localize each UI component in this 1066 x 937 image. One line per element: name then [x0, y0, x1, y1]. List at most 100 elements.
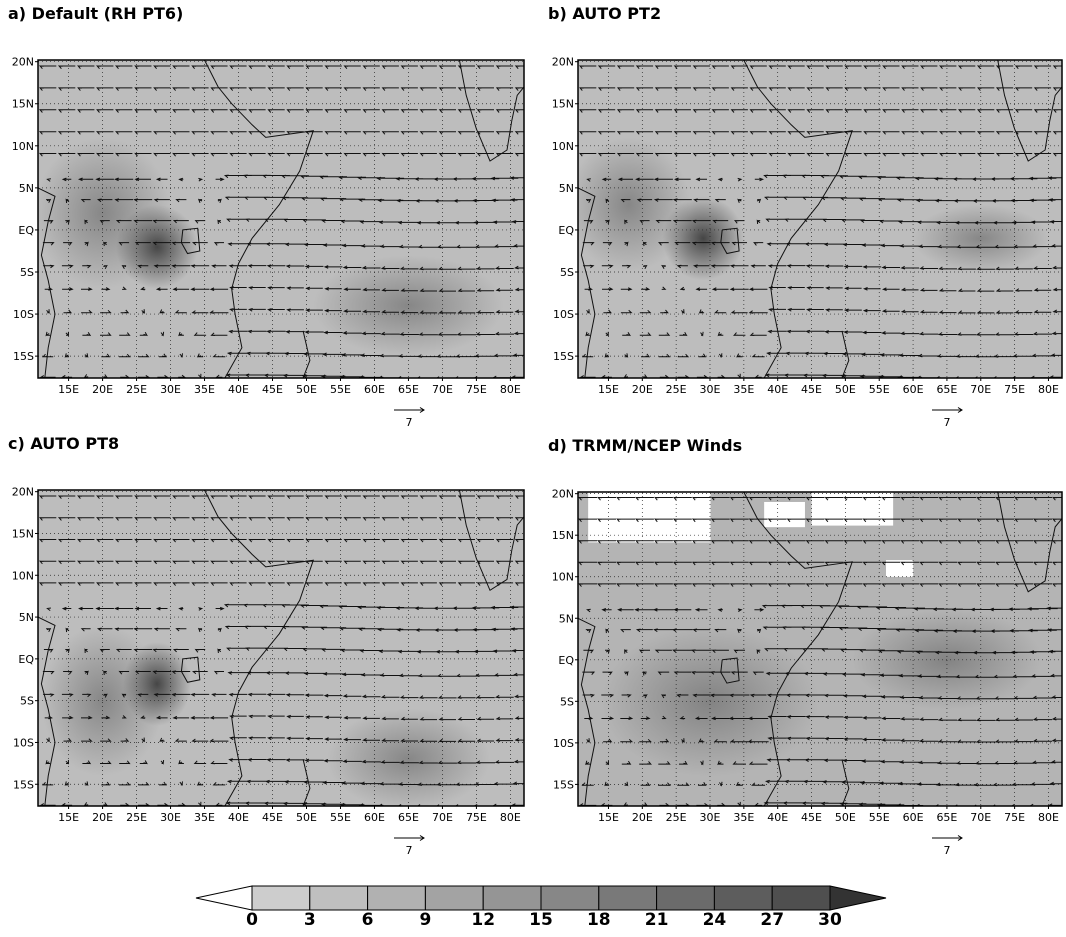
panel-title: c) AUTO PT8 — [8, 434, 119, 453]
lon-label: 25E — [126, 811, 147, 824]
lon-label: 40E — [228, 811, 249, 824]
shading — [38, 137, 171, 289]
lon-label: 65E — [398, 811, 419, 824]
lat-label: 15S — [553, 350, 574, 363]
lon-label: 15E — [58, 383, 79, 396]
lon-label: 80E — [1038, 383, 1059, 396]
colorbar-label: 24 — [703, 910, 727, 930]
colorbar-box — [251, 885, 311, 911]
lat-label: 15S — [553, 778, 574, 791]
lon-label: 75E — [1004, 383, 1025, 396]
missing-data — [764, 501, 805, 528]
lon-label: 80E — [500, 383, 521, 396]
lon-label: 25E — [666, 811, 687, 824]
lon-label: 30E — [160, 383, 181, 396]
lat-label: 5N — [19, 182, 34, 195]
reference-vector — [932, 835, 963, 841]
colorbar-label: 15 — [529, 910, 553, 930]
coastline — [578, 617, 596, 806]
lat-label: 20N — [552, 488, 574, 501]
lon-label: 60E — [903, 811, 924, 824]
map-frame — [37, 59, 525, 379]
map-area — [578, 60, 1062, 378]
lon-label: 45E — [801, 811, 822, 824]
lon-label: 40E — [767, 383, 788, 396]
panel-title: d) TRMM/NCEP Winds — [548, 436, 742, 455]
colorbar-label: 0 — [246, 910, 258, 930]
coastline — [180, 656, 201, 683]
colorbar-high-triangle — [829, 885, 887, 911]
colorbar-label: 3 — [304, 910, 316, 930]
lat-label: 10N — [12, 140, 34, 153]
lon-label: 75E — [466, 811, 487, 824]
colorbar-box — [598, 885, 658, 911]
shading — [578, 137, 690, 272]
colorbar-label: 27 — [760, 910, 784, 930]
lon-label: 30E — [160, 811, 181, 824]
coastline — [38, 187, 56, 378]
reference-vector — [932, 407, 963, 413]
coastline — [841, 330, 850, 378]
lon-label: 30E — [700, 383, 721, 396]
lon-label: 20E — [632, 811, 653, 824]
lon-label: 60E — [903, 383, 924, 396]
coastline — [720, 657, 740, 684]
lat-label: 15N — [12, 527, 34, 540]
coastline — [302, 759, 311, 806]
reference-vector — [394, 407, 425, 413]
map-panel: c) AUTO PT8 20N 15N 10N 5N EQ 5S 10S 15S 15E 20E 25… — [8, 434, 525, 857]
lon-label: 50E — [835, 383, 856, 396]
coastline — [302, 330, 311, 378]
lat-label: 10S — [13, 308, 34, 321]
colorbar-box — [309, 885, 369, 911]
coastline — [578, 187, 596, 378]
lon-label: 15E — [598, 383, 619, 396]
map-area — [578, 492, 1062, 806]
lon-label: 40E — [228, 383, 249, 396]
lat-label: EQ — [558, 224, 574, 237]
lon-label: 65E — [398, 383, 419, 396]
missing-data — [588, 492, 711, 543]
map-panel: a) Default (RH PT6) 20N 15N 10N 5N EQ 5S 10S 15S… — [8, 4, 525, 429]
lon-label: 25E — [666, 383, 687, 396]
colorbar-label: 30 — [818, 910, 842, 930]
reference-label: 7 — [944, 416, 951, 429]
lon-label: 25E — [126, 383, 147, 396]
lon-label: 55E — [869, 383, 890, 396]
map-area — [38, 490, 524, 806]
lon-label: 70E — [970, 811, 991, 824]
lon-label: 70E — [432, 383, 453, 396]
lon-label: 20E — [632, 383, 653, 396]
coastline — [38, 616, 56, 806]
lon-label: 50E — [835, 811, 856, 824]
map-frame — [577, 491, 1063, 807]
lat-label: EQ — [18, 653, 34, 666]
lon-label: 55E — [869, 811, 890, 824]
map-frame — [577, 59, 1063, 379]
coastline — [204, 490, 315, 806]
lon-label: 50E — [296, 811, 317, 824]
lat-label: 15S — [13, 778, 34, 791]
lon-label: 35E — [194, 811, 215, 824]
colorbar-box — [367, 885, 426, 911]
lon-label: 65E — [936, 383, 957, 396]
colorbar-label: 21 — [645, 910, 669, 930]
lon-label: 75E — [1004, 811, 1025, 824]
shading — [313, 255, 504, 357]
shading — [326, 708, 491, 806]
lon-label: 50E — [296, 383, 317, 396]
lat-label: 20N — [12, 486, 34, 499]
colorbar-label: 6 — [362, 910, 374, 930]
wind-vectors — [38, 65, 524, 378]
missing-data — [886, 560, 914, 577]
coastline — [180, 227, 201, 255]
lat-label: EQ — [558, 654, 574, 667]
lon-label: 70E — [432, 811, 453, 824]
lat-label: 10S — [553, 737, 574, 750]
lon-label: 45E — [262, 811, 283, 824]
lat-label: 5S — [560, 695, 574, 708]
lat-label: 10S — [553, 308, 574, 321]
coastline — [841, 759, 850, 806]
lat-label: EQ — [18, 224, 34, 237]
lat-label: 5N — [19, 611, 34, 624]
